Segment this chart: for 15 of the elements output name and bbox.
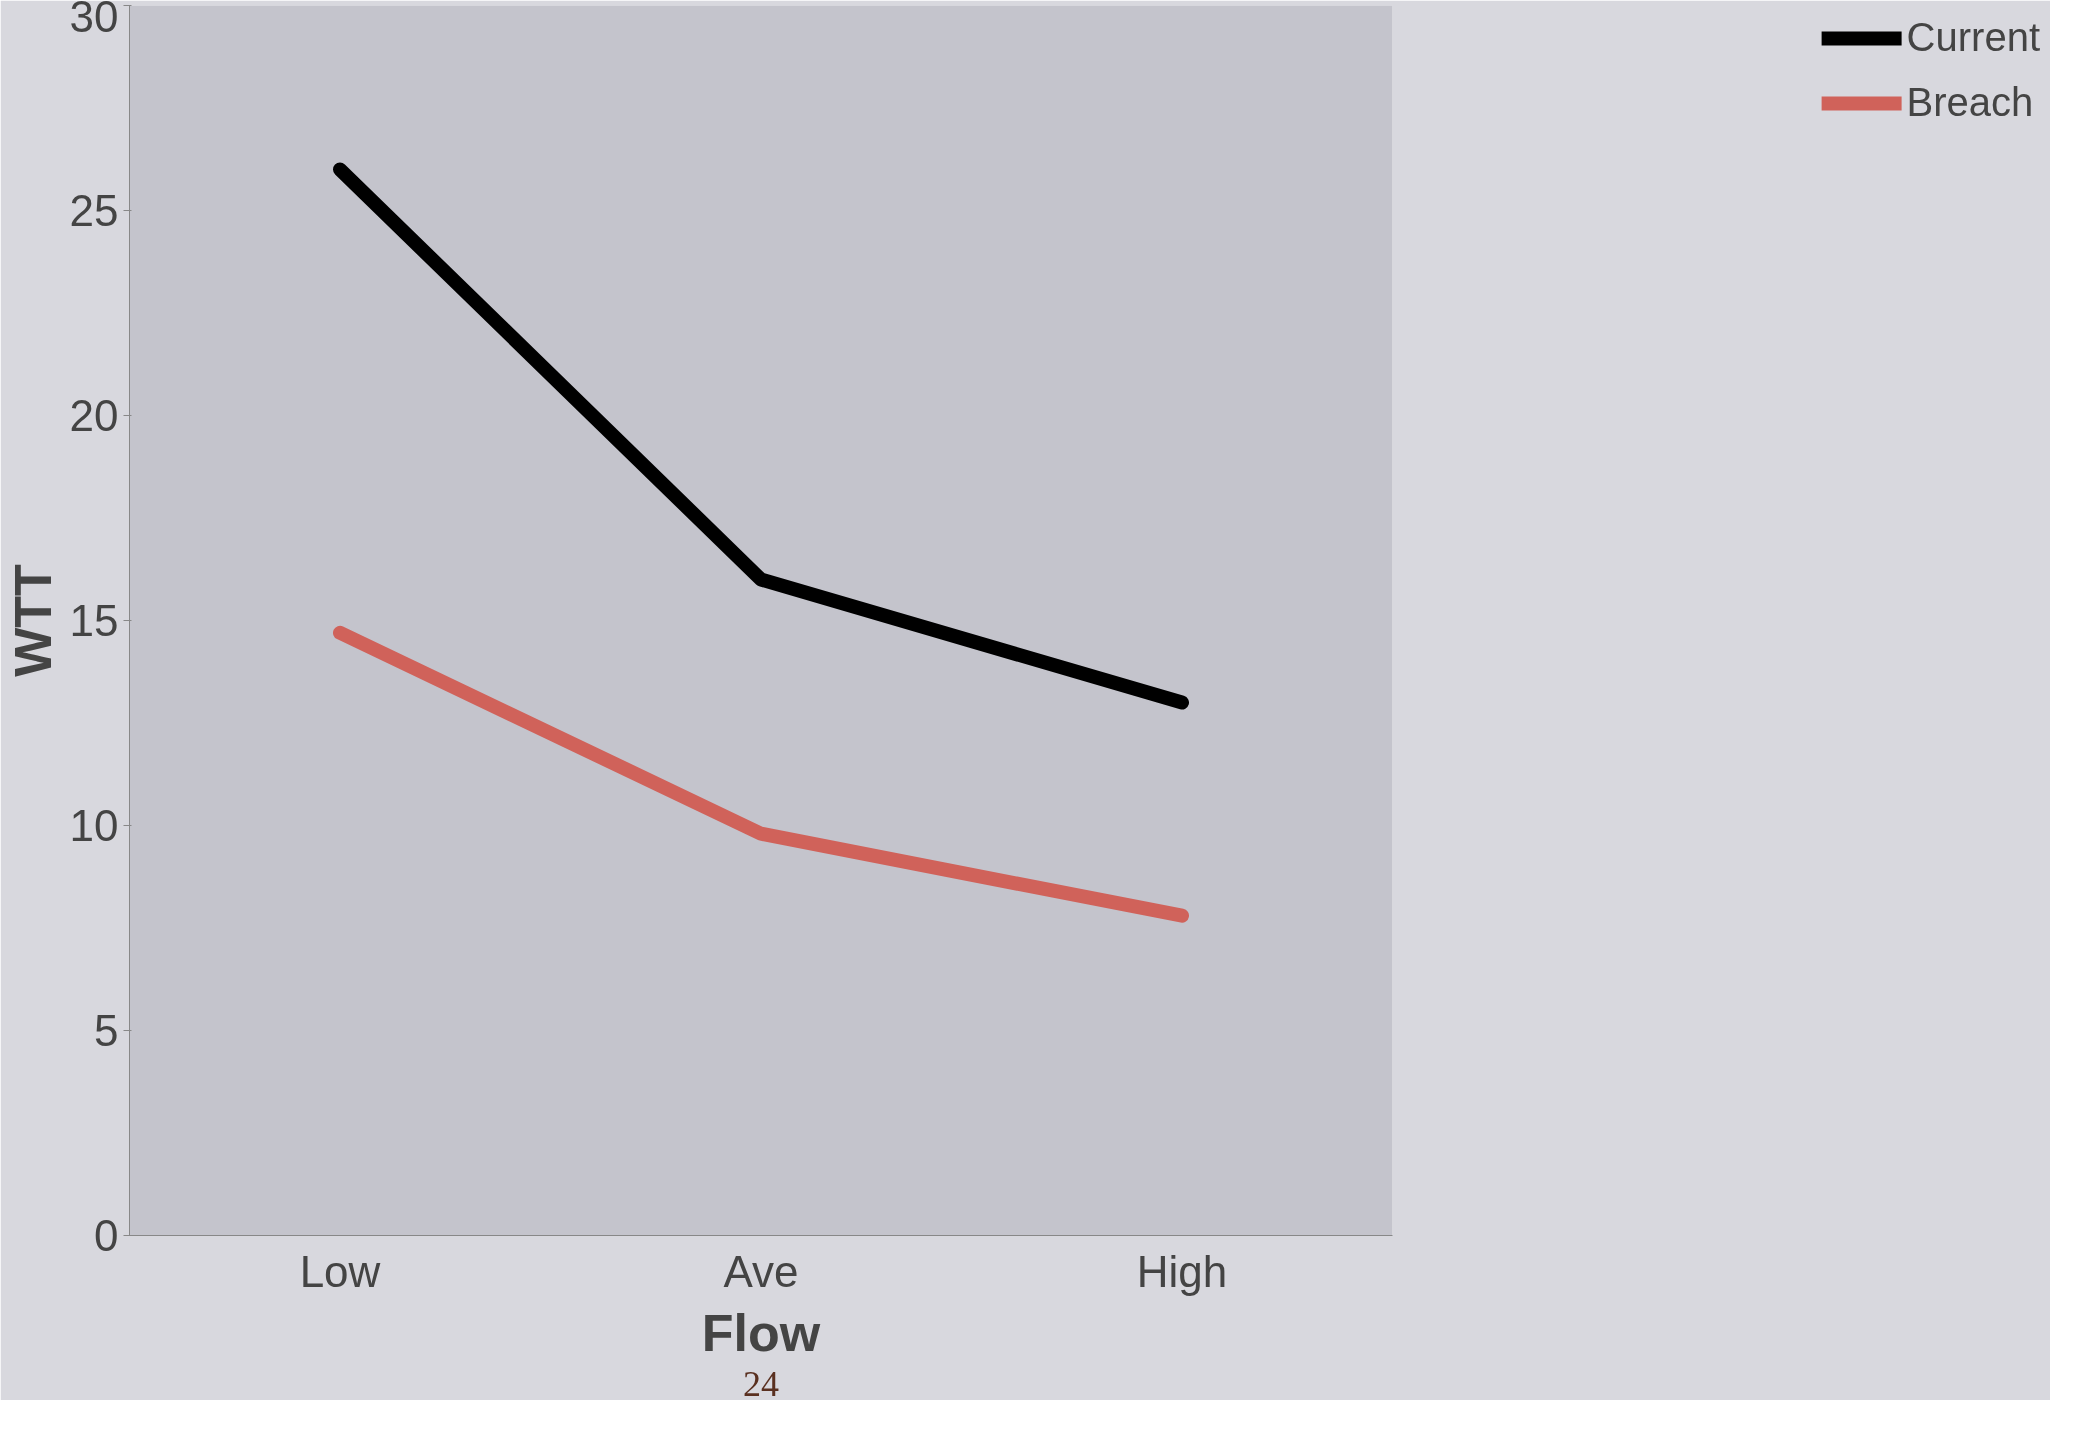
- y-axis-title: WTT: [3, 563, 62, 677]
- y-tick-label: 30: [69, 0, 119, 41]
- y-tick-label: 0: [94, 1211, 119, 1260]
- legend-label: Current: [1906, 15, 2040, 60]
- x-tick-label: Low: [299, 1246, 381, 1296]
- x-axis-title: Flow: [701, 1303, 821, 1362]
- text: 24: [743, 1363, 779, 1404]
- y-tick-label: 5: [94, 1006, 119, 1055]
- y-tick-label: 10: [69, 801, 119, 850]
- y-tick-label: 20: [69, 391, 119, 440]
- x-tick-label: High: [1136, 1246, 1228, 1296]
- y-tick-label: 25: [69, 186, 119, 235]
- x-tick-label: Ave: [723, 1246, 799, 1296]
- y-tick-label: 15: [69, 596, 119, 645]
- legend-label: Breach: [1906, 80, 2034, 125]
